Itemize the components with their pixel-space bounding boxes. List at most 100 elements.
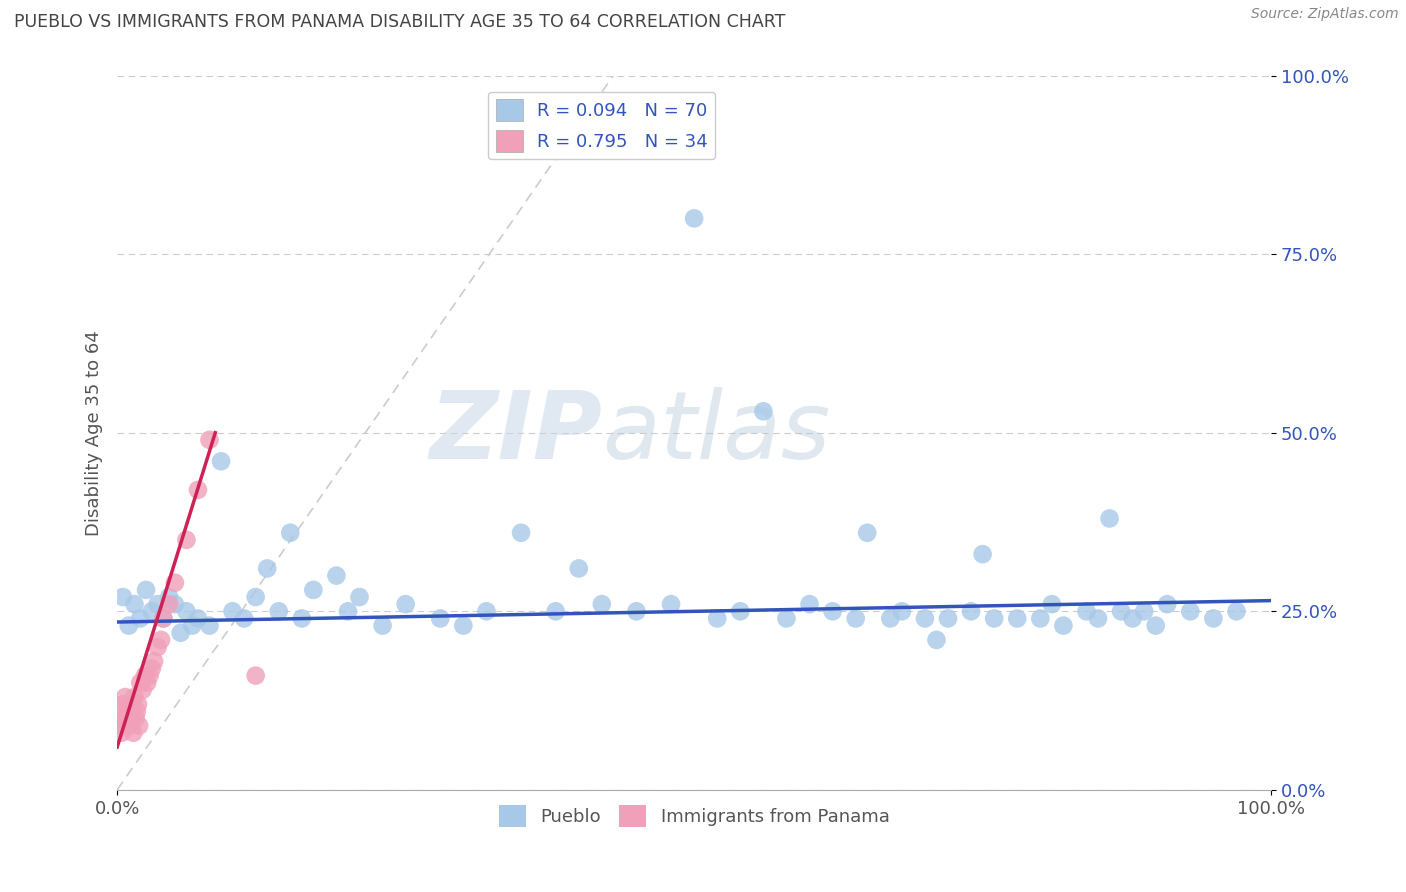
Point <box>122 725 145 739</box>
Point <box>134 668 156 682</box>
Point <box>1098 511 1121 525</box>
Point <box>453 618 475 632</box>
Point <box>890 604 912 618</box>
Point <box>1052 618 1074 632</box>
Point <box>960 604 983 618</box>
Point <box>150 632 173 647</box>
Point <box>129 675 152 690</box>
Text: PUEBLO VS IMMIGRANTS FROM PANAMA DISABILITY AGE 35 TO 64 CORRELATION CHART: PUEBLO VS IMMIGRANTS FROM PANAMA DISABIL… <box>14 13 786 31</box>
Point <box>914 611 936 625</box>
Point <box>111 590 134 604</box>
Point <box>1133 604 1156 618</box>
Text: ZIP: ZIP <box>429 387 602 479</box>
Point <box>879 611 901 625</box>
Point <box>176 604 198 618</box>
Point <box>125 704 148 718</box>
Point <box>115 718 138 732</box>
Point <box>291 611 314 625</box>
Point <box>136 675 159 690</box>
Point <box>510 525 533 540</box>
Point <box>1040 597 1063 611</box>
Point <box>371 618 394 632</box>
Text: atlas: atlas <box>602 387 830 478</box>
Point <box>1180 604 1202 618</box>
Point <box>121 697 143 711</box>
Point <box>146 640 169 654</box>
Point <box>429 611 451 625</box>
Point <box>124 690 146 704</box>
Point <box>972 547 994 561</box>
Point <box>475 604 498 618</box>
Point <box>129 611 152 625</box>
Point <box>267 604 290 618</box>
Point <box>395 597 418 611</box>
Point <box>336 604 359 618</box>
Point <box>1156 597 1178 611</box>
Point <box>127 697 149 711</box>
Point <box>181 618 204 632</box>
Point <box>152 611 174 625</box>
Point <box>626 604 648 618</box>
Point <box>1087 611 1109 625</box>
Point <box>141 604 163 618</box>
Point <box>112 711 135 725</box>
Point <box>349 590 371 604</box>
Point <box>775 611 797 625</box>
Point <box>799 597 821 611</box>
Point <box>233 611 256 625</box>
Point <box>1076 604 1098 618</box>
Point <box>108 718 131 732</box>
Point <box>163 597 186 611</box>
Point <box>118 618 141 632</box>
Point <box>138 668 160 682</box>
Point <box>141 661 163 675</box>
Point <box>110 704 132 718</box>
Point <box>1225 604 1247 618</box>
Point <box>135 582 157 597</box>
Point <box>856 525 879 540</box>
Point <box>245 668 267 682</box>
Y-axis label: Disability Age 35 to 64: Disability Age 35 to 64 <box>86 330 103 535</box>
Point <box>209 454 232 468</box>
Point <box>117 711 139 725</box>
Point <box>302 582 325 597</box>
Point <box>198 618 221 632</box>
Point <box>1029 611 1052 625</box>
Point <box>683 211 706 226</box>
Point <box>187 483 209 497</box>
Point <box>659 597 682 611</box>
Point <box>157 597 180 611</box>
Point <box>568 561 591 575</box>
Point <box>1122 611 1144 625</box>
Point <box>157 590 180 604</box>
Point <box>544 604 567 618</box>
Point <box>124 597 146 611</box>
Point <box>143 654 166 668</box>
Point <box>163 575 186 590</box>
Point <box>131 682 153 697</box>
Point <box>124 711 146 725</box>
Point <box>752 404 775 418</box>
Point <box>176 533 198 547</box>
Point <box>591 597 613 611</box>
Point <box>152 611 174 625</box>
Point <box>845 611 868 625</box>
Point <box>325 568 347 582</box>
Point <box>111 725 134 739</box>
Point <box>120 711 142 725</box>
Point <box>114 690 136 704</box>
Point <box>730 604 752 618</box>
Point <box>111 697 134 711</box>
Point <box>925 632 948 647</box>
Point <box>198 433 221 447</box>
Legend: Pueblo, Immigrants from Panama: Pueblo, Immigrants from Panama <box>492 798 897 835</box>
Point <box>706 611 728 625</box>
Point <box>821 604 844 618</box>
Point <box>983 611 1005 625</box>
Point <box>1144 618 1167 632</box>
Point <box>1005 611 1028 625</box>
Point <box>118 718 141 732</box>
Point <box>187 611 209 625</box>
Point <box>169 625 191 640</box>
Point <box>256 561 278 575</box>
